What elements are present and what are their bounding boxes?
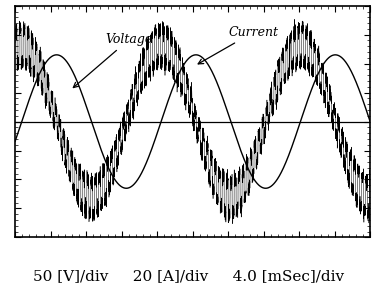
Text: 50 [V]/div     20 [A]/div     4.0 [mSec]/div: 50 [V]/div 20 [A]/div 4.0 [mSec]/div bbox=[33, 269, 345, 283]
Text: Voltage: Voltage bbox=[73, 33, 153, 88]
Text: Current: Current bbox=[198, 26, 278, 64]
